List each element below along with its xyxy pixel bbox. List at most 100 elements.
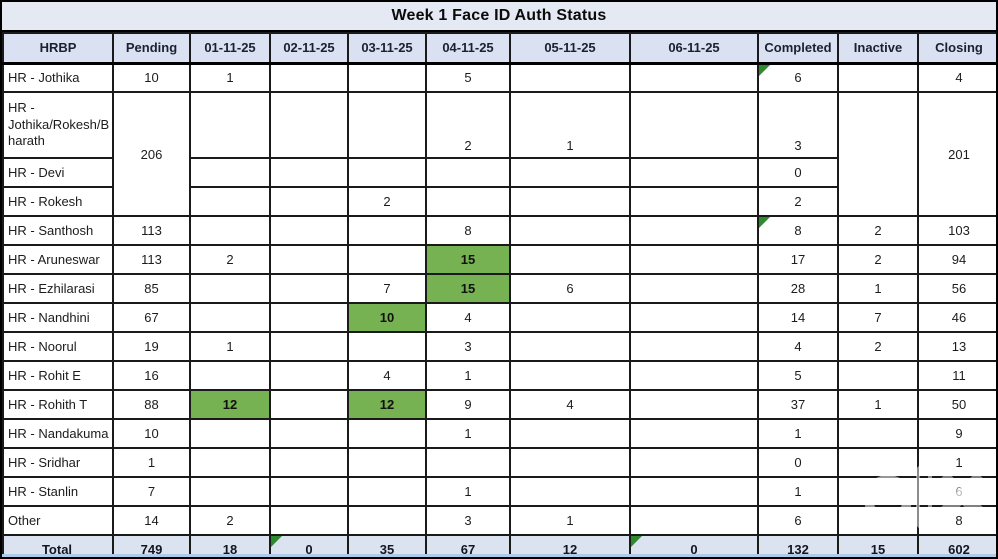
cell-total-completed[interactable]: 132 <box>757 534 839 557</box>
cell-hr-sridhar-closing[interactable]: 1 <box>917 447 996 478</box>
cell-total-pending[interactable]: 749 <box>112 534 191 557</box>
cell-total-03-11-25[interactable]: 35 <box>347 534 427 557</box>
cell-hr-rohith-t-pending[interactable]: 88 <box>112 389 191 420</box>
row-label-hr-rokesh[interactable]: HR - Rokesh <box>2 186 114 217</box>
column-header-06-11-25[interactable]: 06-11-25 <box>629 32 759 65</box>
row-label-hr-sridhar[interactable]: HR - Sridhar <box>2 447 114 478</box>
cell-total-02-11-25[interactable]: 0 <box>269 534 349 557</box>
cell-hr-aruneswar-pending[interactable]: 113 <box>112 244 191 275</box>
cell-hr-rohith-t-completed[interactable]: 37 <box>757 389 839 420</box>
row-label-hr-rohit-e[interactable]: HR - Rohit E <box>2 360 114 391</box>
cell-hr-sridhar-05-11-25[interactable] <box>509 447 631 478</box>
cell-hr-aruneswar-05-11-25[interactable] <box>509 244 631 275</box>
cell-hr-rohit-e-04-11-25[interactable]: 1 <box>425 360 511 391</box>
column-header-closing[interactable]: Closing <box>917 32 996 65</box>
row-label-hr-aruneswar[interactable]: HR - Aruneswar <box>2 244 114 275</box>
cell-hr-devi-04-11-25[interactable] <box>425 157 511 188</box>
cell-other-03-11-25[interactable] <box>347 505 427 536</box>
cell-hr-rohit-e-03-11-25[interactable]: 4 <box>347 360 427 391</box>
row-label-hr-stanlin[interactable]: HR - Stanlin <box>2 476 114 507</box>
cell-hr-nandakuma-02-11-25[interactable] <box>269 418 349 449</box>
cell-hr-noorul-closing[interactable]: 13 <box>917 331 996 362</box>
cell-other-pending[interactable]: 14 <box>112 505 191 536</box>
cell-hr-ezhilarasi-03-11-25[interactable]: 7 <box>347 273 427 304</box>
cell-hr-rohit-e-06-11-25[interactable] <box>629 360 759 391</box>
cell-hr-stanlin-closing[interactable]: 6 <box>917 476 996 507</box>
cell-total-06-11-25[interactable]: 0 <box>629 534 759 557</box>
cell-hr-jothika-rokesh-bharath-06-11-25[interactable] <box>629 91 759 159</box>
cell-hr-ezhilarasi-02-11-25[interactable] <box>269 273 349 304</box>
cell-other-06-11-25[interactable] <box>629 505 759 536</box>
cell-hr-sridhar-03-11-25[interactable] <box>347 447 427 478</box>
cell-hr-jothika-closing[interactable]: 4 <box>917 62 996 93</box>
cell-hr-devi-05-11-25[interactable] <box>509 157 631 188</box>
cell-hr-nandakuma-06-11-25[interactable] <box>629 418 759 449</box>
cell-hr-noorul-01-11-25[interactable]: 1 <box>189 331 271 362</box>
cell-other-02-11-25[interactable] <box>269 505 349 536</box>
cell-hr-santhosh-pending[interactable]: 113 <box>112 215 191 246</box>
cell-other-05-11-25[interactable]: 1 <box>509 505 631 536</box>
cell-hr-rokesh-04-11-25[interactable] <box>425 186 511 217</box>
cell-hr-jothika-02-11-25[interactable] <box>269 62 349 93</box>
cell-hr-jothika-inactive[interactable] <box>837 62 919 93</box>
column-header-02-11-25[interactable]: 02-11-25 <box>269 32 349 65</box>
cell-hr-jothika-rokesh-bharath-02-11-25[interactable] <box>269 91 349 159</box>
column-header-completed[interactable]: Completed <box>757 32 839 65</box>
cell-other-completed[interactable]: 6 <box>757 505 839 536</box>
cell-hr-rohith-t-01-11-25[interactable]: 12 <box>189 389 271 420</box>
cell-hr-aruneswar-closing[interactable]: 94 <box>917 244 996 275</box>
cell-hr-devi-completed[interactable]: 0 <box>757 157 839 188</box>
cell-hr-ezhilarasi-inactive[interactable]: 1 <box>837 273 919 304</box>
cell-hr-nandhini-05-11-25[interactable] <box>509 302 631 333</box>
cell-hr-nandakuma-pending[interactable]: 10 <box>112 418 191 449</box>
cell-hr-jothika-rokesh-bharath-closing[interactable]: 201 <box>917 91 996 217</box>
cell-total-01-11-25[interactable]: 18 <box>189 534 271 557</box>
cell-hr-nandakuma-05-11-25[interactable] <box>509 418 631 449</box>
cell-hr-jothika-rokesh-bharath-pending[interactable]: 206 <box>112 91 191 217</box>
cell-hr-aruneswar-02-11-25[interactable] <box>269 244 349 275</box>
column-header-05-11-25[interactable]: 05-11-25 <box>509 32 631 65</box>
cell-hr-jothika-rokesh-bharath-completed[interactable]: 3 <box>757 91 839 159</box>
row-label-hr-rohith-t[interactable]: HR - Rohith T <box>2 389 114 420</box>
cell-hr-jothika-06-11-25[interactable] <box>629 62 759 93</box>
cell-hr-noorul-05-11-25[interactable] <box>509 331 631 362</box>
row-label-hr-jothika[interactable]: HR - Jothika <box>2 62 114 93</box>
cell-hr-sridhar-01-11-25[interactable] <box>189 447 271 478</box>
cell-hr-ezhilarasi-01-11-25[interactable] <box>189 273 271 304</box>
cell-hr-nandhini-04-11-25[interactable]: 4 <box>425 302 511 333</box>
cell-hr-nandhini-inactive[interactable]: 7 <box>837 302 919 333</box>
cell-hr-noorul-06-11-25[interactable] <box>629 331 759 362</box>
cell-hr-devi-02-11-25[interactable] <box>269 157 349 188</box>
cell-hr-nandhini-pending[interactable]: 67 <box>112 302 191 333</box>
cell-hr-aruneswar-03-11-25[interactable] <box>347 244 427 275</box>
cell-hr-jothika-pending[interactable]: 10 <box>112 62 191 93</box>
cell-hr-jothika-01-11-25[interactable]: 1 <box>189 62 271 93</box>
row-label-hr-jothika-rokesh-bharath[interactable]: HR - Jothika/Rokesh/Bharath <box>2 91 114 159</box>
cell-hr-aruneswar-inactive[interactable]: 2 <box>837 244 919 275</box>
cell-hr-rokesh-03-11-25[interactable]: 2 <box>347 186 427 217</box>
cell-hr-rohit-e-pending[interactable]: 16 <box>112 360 191 391</box>
cell-hr-sridhar-inactive[interactable] <box>837 447 919 478</box>
cell-hr-rohit-e-completed[interactable]: 5 <box>757 360 839 391</box>
cell-hr-rohit-e-02-11-25[interactable] <box>269 360 349 391</box>
cell-hr-ezhilarasi-pending[interactable]: 85 <box>112 273 191 304</box>
cell-hr-aruneswar-completed[interactable]: 17 <box>757 244 839 275</box>
cell-hr-ezhilarasi-closing[interactable]: 56 <box>917 273 996 304</box>
row-label-hr-noorul[interactable]: HR - Noorul <box>2 331 114 362</box>
cell-hr-stanlin-06-11-25[interactable] <box>629 476 759 507</box>
cell-total-04-11-25[interactable]: 67 <box>425 534 511 557</box>
column-header-pending[interactable]: Pending <box>112 32 191 65</box>
cell-total-05-11-25[interactable]: 12 <box>509 534 631 557</box>
cell-hr-noorul-completed[interactable]: 4 <box>757 331 839 362</box>
cell-hr-sridhar-04-11-25[interactable] <box>425 447 511 478</box>
column-header-03-11-25[interactable]: 03-11-25 <box>347 32 427 65</box>
cell-hr-nandhini-02-11-25[interactable] <box>269 302 349 333</box>
row-label-other[interactable]: Other <box>2 505 114 536</box>
cell-total-closing[interactable]: 602 <box>917 534 996 557</box>
cell-hr-noorul-03-11-25[interactable] <box>347 331 427 362</box>
cell-hr-rohith-t-03-11-25[interactable]: 12 <box>347 389 427 420</box>
cell-hr-ezhilarasi-04-11-25[interactable]: 15 <box>425 273 511 304</box>
cell-hr-rokesh-completed[interactable]: 2 <box>757 186 839 217</box>
cell-hr-nandhini-06-11-25[interactable] <box>629 302 759 333</box>
cell-hr-sridhar-pending[interactable]: 1 <box>112 447 191 478</box>
